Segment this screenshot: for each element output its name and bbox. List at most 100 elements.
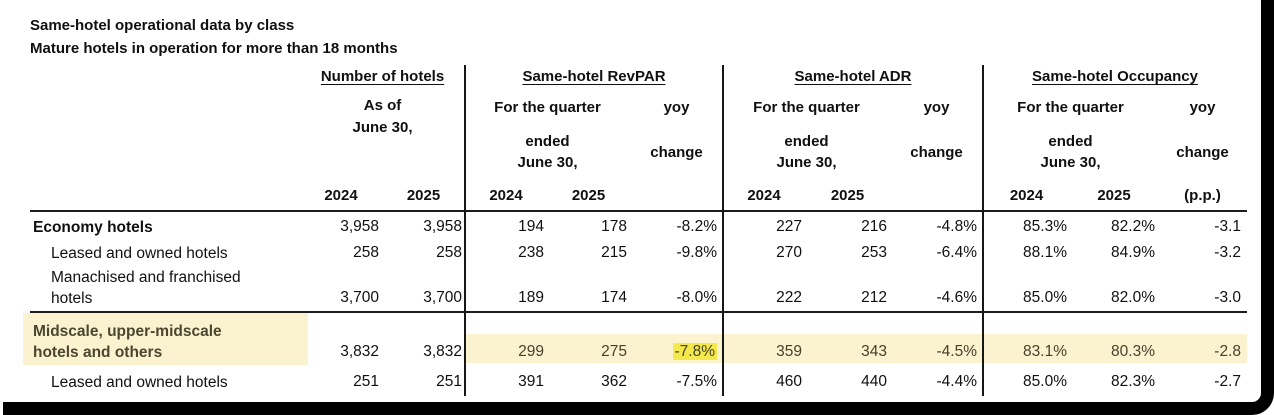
- cell-adr_yoy: -4.4%: [936, 373, 978, 390]
- table-subtitle: Mature hotels in operation for more than…: [30, 40, 398, 57]
- cell-adr_2025: 343: [861, 343, 887, 360]
- cell-revpar_2024: 194: [518, 218, 544, 235]
- cell-revpar_yoy: -8.0%: [676, 289, 718, 306]
- adr-june-30-label: June 30,: [776, 154, 837, 171]
- cell-adr_2025: 216: [861, 218, 887, 235]
- divider-noh-revpar: [464, 65, 466, 396]
- cell-noh_2024: 3,700: [340, 289, 379, 306]
- cell-revpar_2024: 391: [518, 373, 544, 390]
- cell-adr_2024: 222: [776, 289, 802, 306]
- cell-noh_2024: 3,832: [340, 343, 379, 360]
- adr-year-2025: 2025: [830, 187, 865, 204]
- occupancy-year-2025: 2025: [1097, 187, 1131, 204]
- cell-noh_2025: 3,832: [423, 343, 462, 360]
- row-label: Leased and owned hotels: [51, 374, 228, 391]
- header-rule: [30, 210, 1247, 212]
- cell-revpar_2024: 189: [518, 289, 544, 306]
- cell-occ_2024: 88.1%: [1023, 244, 1067, 261]
- cell-adr_yoy: -4.8%: [936, 218, 978, 235]
- occupancy-for-the-quarter-label: For the quarter: [1017, 99, 1124, 116]
- cell-adr_2025: 440: [861, 373, 887, 390]
- revpar-for-the-quarter-label: For the quarter: [494, 99, 601, 116]
- cell-revpar_yoy: -8.2%: [676, 218, 718, 235]
- cell-noh_2025: 251: [436, 373, 462, 390]
- revpar-june-30-label: June 30,: [517, 154, 578, 171]
- cell-revpar_yoy: -7.8%: [630, 342, 723, 365]
- cell-adr_2024: 270: [776, 244, 802, 261]
- cell-noh_2025: 3,700: [423, 289, 462, 306]
- cell-revpar_2024: 299: [518, 343, 544, 360]
- divider-adr-occupancy: [982, 65, 984, 396]
- cell-revpar_yoy: -9.8%: [676, 244, 718, 261]
- row-label: Manachised and franchised hotels: [51, 269, 241, 307]
- cell-noh_2025: 3,958: [423, 218, 462, 235]
- occupancy-june-30-label: June 30,: [1040, 154, 1101, 171]
- cell-noh_2024: 251: [353, 373, 379, 390]
- row-label: Midscale, upper-midscale hotels and other…: [33, 323, 222, 361]
- cell-occ_yoy: -3.1: [1214, 218, 1241, 235]
- table-row-2: Manachised and franchised hotels 3,700 3,70…: [30, 266, 1247, 311]
- values-highlight: [465, 334, 1247, 363]
- adr-year-2024: 2024: [747, 187, 781, 204]
- cell-occ_2025: 82.0%: [1111, 289, 1155, 306]
- revpar-year-2024: 2024: [489, 187, 523, 204]
- noh-as-of-label: As of: [363, 97, 402, 114]
- cell-noh_2024: 258: [353, 244, 379, 261]
- strong-highlight-value: -7.8%: [672, 343, 717, 360]
- cell-revpar_2025: 174: [601, 289, 627, 306]
- row-label: Leased and owned hotels: [51, 245, 228, 262]
- cell-revpar_2025: 215: [601, 244, 627, 261]
- cell-occ_2025: 82.3%: [1111, 373, 1155, 390]
- same-hotel-operational-table: Same-hotel operational data by class Mat…: [23, 0, 1247, 415]
- occupancy-change-label: change: [1176, 144, 1229, 161]
- cell-adr_yoy: -4.6%: [936, 289, 978, 306]
- cell-noh_2025: 258: [436, 244, 462, 261]
- noh-year-2024: 2024: [324, 187, 358, 204]
- cell-adr_2025: 253: [861, 244, 887, 261]
- revpar-change-label: change: [650, 144, 703, 161]
- table-row-4: Leased and owned hotels 251 251 391 362 -7.5%…: [30, 365, 1247, 395]
- revpar-yoy-label: yoy: [663, 99, 690, 116]
- cell-revpar_yoy: -7.5%: [676, 373, 718, 390]
- table-row-3: Midscale, upper-midscale hotels and other…: [23, 313, 1247, 365]
- occupancy-yoy-label: yoy: [1189, 99, 1216, 116]
- noh-year-2025: 2025: [406, 187, 441, 204]
- noh-june-30-label: June 30,: [352, 119, 413, 136]
- cell-occ_yoy: -3.2: [1214, 244, 1241, 261]
- cell-adr_2024: 227: [776, 218, 802, 235]
- cell-occ_2025: 84.9%: [1111, 244, 1155, 261]
- occupancy-year-2024: 2024: [1009, 187, 1044, 204]
- cell-noh_2024: 3,958: [340, 218, 379, 235]
- section-rule: [30, 311, 1247, 313]
- cell-revpar_2025: 362: [601, 373, 627, 390]
- occupancy-ended-label: ended: [1048, 133, 1093, 150]
- label-highlight: [23, 313, 308, 365]
- cell-revpar_2024: 238: [518, 244, 544, 261]
- adr-ended-label: ended: [784, 133, 829, 150]
- cell-occ_2024: 83.1%: [1023, 343, 1067, 360]
- cell-occ_2025: 82.2%: [1111, 218, 1155, 235]
- table-body: Economy hotels 3,958 3,958 194 178 -8.2% 227 21…: [23, 210, 1247, 395]
- adr-for-the-quarter-label: For the quarter: [753, 99, 860, 116]
- cell-occ_2024: 85.0%: [1023, 289, 1067, 306]
- cell-adr_yoy: -6.4%: [936, 244, 978, 261]
- cell-adr_2025: 212: [861, 289, 887, 306]
- header-same-hotel-adr: Same-hotel ADR: [794, 68, 912, 85]
- row-label: Economy hotels: [33, 219, 153, 236]
- cell-adr_2024: 460: [776, 373, 802, 390]
- cell-occ_yoy: -2.8: [1214, 343, 1241, 360]
- adr-change-label: change: [910, 144, 963, 161]
- adr-yoy-label: yoy: [923, 99, 950, 116]
- header-same-hotel-occupancy: Same-hotel Occupancy: [1032, 68, 1198, 85]
- occupancy-pp-unit-label: (p.p.): [1184, 187, 1221, 204]
- header-same-hotel-revpar: Same-hotel RevPAR: [522, 68, 666, 85]
- cell-adr_2024: 359: [776, 343, 802, 360]
- cell-occ_2024: 85.0%: [1023, 373, 1067, 390]
- table-row-0: Economy hotels 3,958 3,958 194 178 -8.2% 227 21…: [30, 212, 1247, 240]
- cell-adr_yoy: -4.5%: [936, 343, 978, 360]
- header-number-of-hotels: Number of hotels: [320, 68, 445, 85]
- revpar-year-2025: 2025: [571, 187, 606, 204]
- table-row-1: Leased and owned hotels 258 258 238 215 -9.8%…: [30, 240, 1247, 266]
- revpar-ended-label: ended: [525, 133, 570, 150]
